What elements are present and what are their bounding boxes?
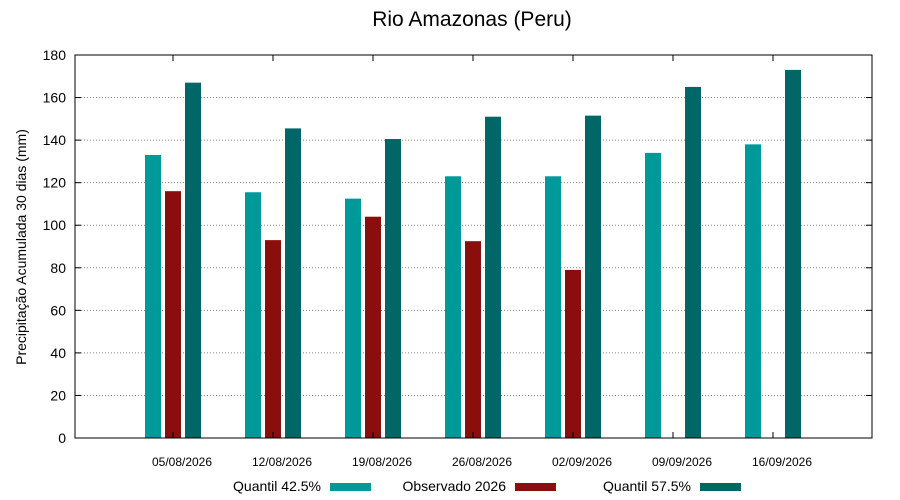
bar bbox=[365, 216, 381, 438]
bar bbox=[185, 82, 201, 439]
bar bbox=[345, 198, 361, 438]
bar bbox=[265, 240, 281, 438]
bar bbox=[465, 241, 481, 438]
y-tick-label: 120 bbox=[43, 175, 67, 191]
legend: Quantil 42.5% Observado 2026 Quantil 57.5% bbox=[233, 478, 741, 494]
y-tick-label: 160 bbox=[43, 90, 67, 106]
legend-label: Quantil 42.5% bbox=[233, 478, 321, 494]
legend-swatch bbox=[700, 483, 741, 491]
y-tick-label: 180 bbox=[43, 47, 67, 63]
bar bbox=[545, 176, 561, 439]
bar bbox=[485, 116, 501, 438]
grid bbox=[75, 97, 872, 396]
x-tick-label: 05/08/2026 bbox=[152, 455, 212, 469]
legend-swatch bbox=[515, 483, 556, 491]
bar bbox=[245, 192, 261, 438]
y-tick-label: 40 bbox=[50, 345, 66, 361]
bar bbox=[565, 269, 581, 438]
legend-label: Observado 2026 bbox=[402, 478, 506, 494]
y-tick-label: 100 bbox=[43, 217, 67, 233]
x-tick-label: 26/08/2026 bbox=[452, 455, 512, 469]
y-ticks: 0 20 40 60 80 100 120 140 160 180 bbox=[43, 47, 872, 446]
bar bbox=[285, 128, 301, 439]
legend-swatch bbox=[330, 483, 371, 491]
bar bbox=[385, 139, 401, 438]
bar bbox=[585, 115, 601, 439]
y-axis-label: Precipitação Acumulada 30 dias (mm) bbox=[13, 129, 29, 365]
bar bbox=[445, 176, 461, 439]
x-tick-label: 09/09/2026 bbox=[652, 455, 712, 469]
bar bbox=[785, 69, 801, 439]
x-tick-label: 02/09/2026 bbox=[552, 455, 612, 469]
y-tick-label: 80 bbox=[50, 260, 66, 276]
bar bbox=[745, 144, 761, 438]
x-tick-label: 16/09/2026 bbox=[752, 455, 812, 469]
x-tick-label: 19/08/2026 bbox=[352, 455, 412, 469]
y-tick-label: 60 bbox=[50, 302, 66, 318]
bar bbox=[145, 155, 161, 438]
bar bbox=[165, 191, 181, 438]
bar bbox=[685, 86, 701, 439]
y-tick-label: 20 bbox=[50, 387, 66, 403]
y-tick-label: 140 bbox=[43, 132, 67, 148]
x-tick-label: 12/08/2026 bbox=[252, 455, 312, 469]
legend-label: Quantil 57.5% bbox=[603, 478, 691, 494]
bars bbox=[145, 69, 801, 439]
y-tick-label: 0 bbox=[58, 430, 66, 446]
x-ticks: 05/08/2026 12/08/2026 19/08/2026 26/08/2026… bbox=[152, 55, 812, 469]
bar bbox=[645, 152, 661, 438]
chart-title: Rio Amazonas (Peru) bbox=[372, 8, 572, 31]
